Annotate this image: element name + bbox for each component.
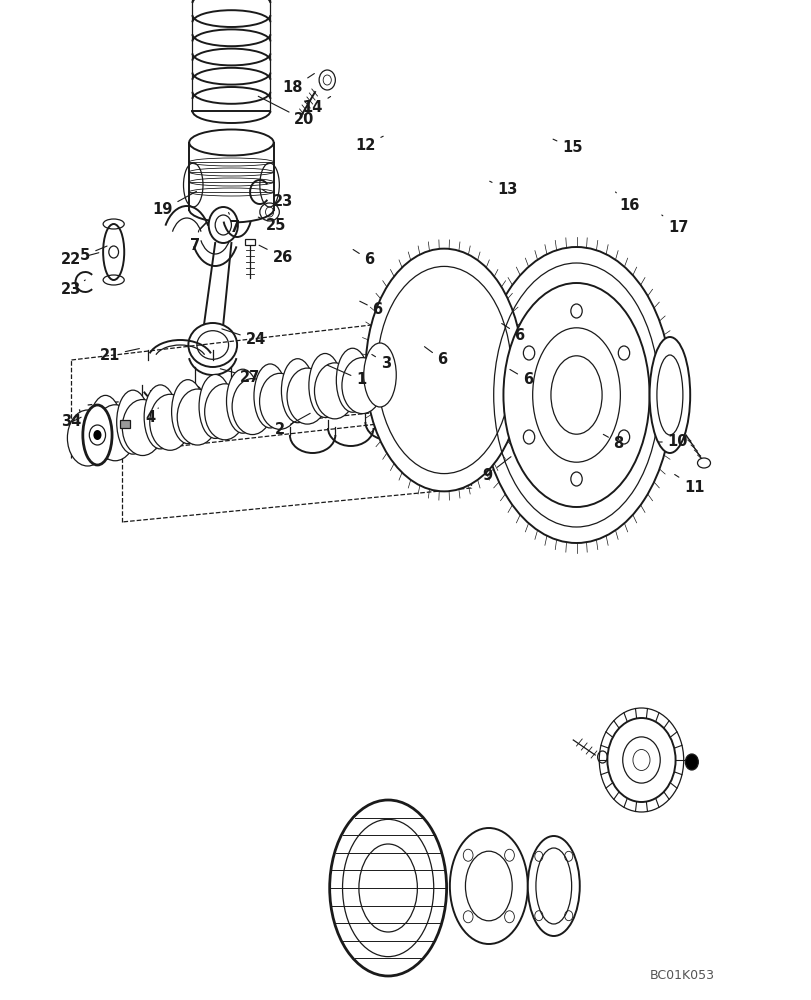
Ellipse shape <box>226 369 259 433</box>
Ellipse shape <box>527 836 579 936</box>
Ellipse shape <box>199 374 231 438</box>
Text: 2: 2 <box>275 413 310 438</box>
Ellipse shape <box>363 343 396 407</box>
Text: 7: 7 <box>190 230 200 252</box>
Text: 23: 23 <box>62 280 85 298</box>
Ellipse shape <box>365 249 522 491</box>
Ellipse shape <box>449 828 527 944</box>
Ellipse shape <box>225 386 236 394</box>
Text: 3: 3 <box>371 354 390 370</box>
Ellipse shape <box>204 384 245 440</box>
Ellipse shape <box>480 247 672 543</box>
Ellipse shape <box>188 323 237 367</box>
Text: 1: 1 <box>327 365 366 387</box>
Text: 11: 11 <box>674 474 704 494</box>
Text: 21: 21 <box>99 348 139 362</box>
Ellipse shape <box>341 358 382 414</box>
Circle shape <box>607 718 675 802</box>
Text: 19: 19 <box>152 191 196 218</box>
Ellipse shape <box>149 394 190 450</box>
Circle shape <box>684 754 697 770</box>
Text: 9: 9 <box>482 457 510 483</box>
Text: 27: 27 <box>220 369 260 384</box>
Ellipse shape <box>329 800 446 976</box>
Text: 8: 8 <box>603 434 623 450</box>
Ellipse shape <box>177 389 217 445</box>
Bar <box>245 239 255 245</box>
Ellipse shape <box>286 368 327 424</box>
Text: 26: 26 <box>259 245 292 264</box>
Text: 6: 6 <box>359 301 382 318</box>
Ellipse shape <box>260 373 300 429</box>
Bar <box>120 420 130 428</box>
Circle shape <box>319 70 335 90</box>
Ellipse shape <box>281 359 314 423</box>
Ellipse shape <box>189 130 273 156</box>
Ellipse shape <box>83 405 112 465</box>
Circle shape <box>93 430 101 440</box>
Text: 5: 5 <box>80 246 107 262</box>
Text: 20: 20 <box>258 96 315 127</box>
Text: 6: 6 <box>509 369 532 387</box>
Ellipse shape <box>503 283 649 507</box>
Ellipse shape <box>67 410 108 466</box>
Ellipse shape <box>189 386 200 394</box>
Text: 13: 13 <box>489 181 517 198</box>
Text: 6: 6 <box>424 347 447 367</box>
Text: 22: 22 <box>62 252 99 267</box>
Ellipse shape <box>89 395 122 459</box>
Circle shape <box>208 207 238 243</box>
Text: 7: 7 <box>228 213 240 234</box>
Ellipse shape <box>117 390 149 454</box>
Ellipse shape <box>171 380 204 444</box>
Text: 24: 24 <box>221 329 265 348</box>
Text: 34: 34 <box>62 414 81 430</box>
Text: 4: 4 <box>145 408 158 426</box>
Text: 17: 17 <box>661 215 688 234</box>
Circle shape <box>633 750 649 770</box>
Text: 10: 10 <box>658 434 688 450</box>
Ellipse shape <box>649 337 689 453</box>
Ellipse shape <box>144 385 177 449</box>
Ellipse shape <box>308 353 341 417</box>
Text: 18: 18 <box>281 74 314 96</box>
Ellipse shape <box>95 405 135 461</box>
Text: 25: 25 <box>258 217 286 232</box>
Ellipse shape <box>314 363 354 419</box>
Text: 6: 6 <box>501 323 524 342</box>
Text: 6: 6 <box>353 250 374 267</box>
Text: 12: 12 <box>354 136 383 152</box>
Text: 23: 23 <box>262 189 292 210</box>
Ellipse shape <box>254 364 286 428</box>
Ellipse shape <box>122 400 163 456</box>
Text: 16: 16 <box>615 192 639 213</box>
Ellipse shape <box>697 458 710 468</box>
Ellipse shape <box>232 379 272 435</box>
Ellipse shape <box>336 348 368 412</box>
Text: BC01K053: BC01K053 <box>649 969 714 982</box>
Text: 15: 15 <box>552 139 582 155</box>
Text: 14: 14 <box>302 96 330 115</box>
